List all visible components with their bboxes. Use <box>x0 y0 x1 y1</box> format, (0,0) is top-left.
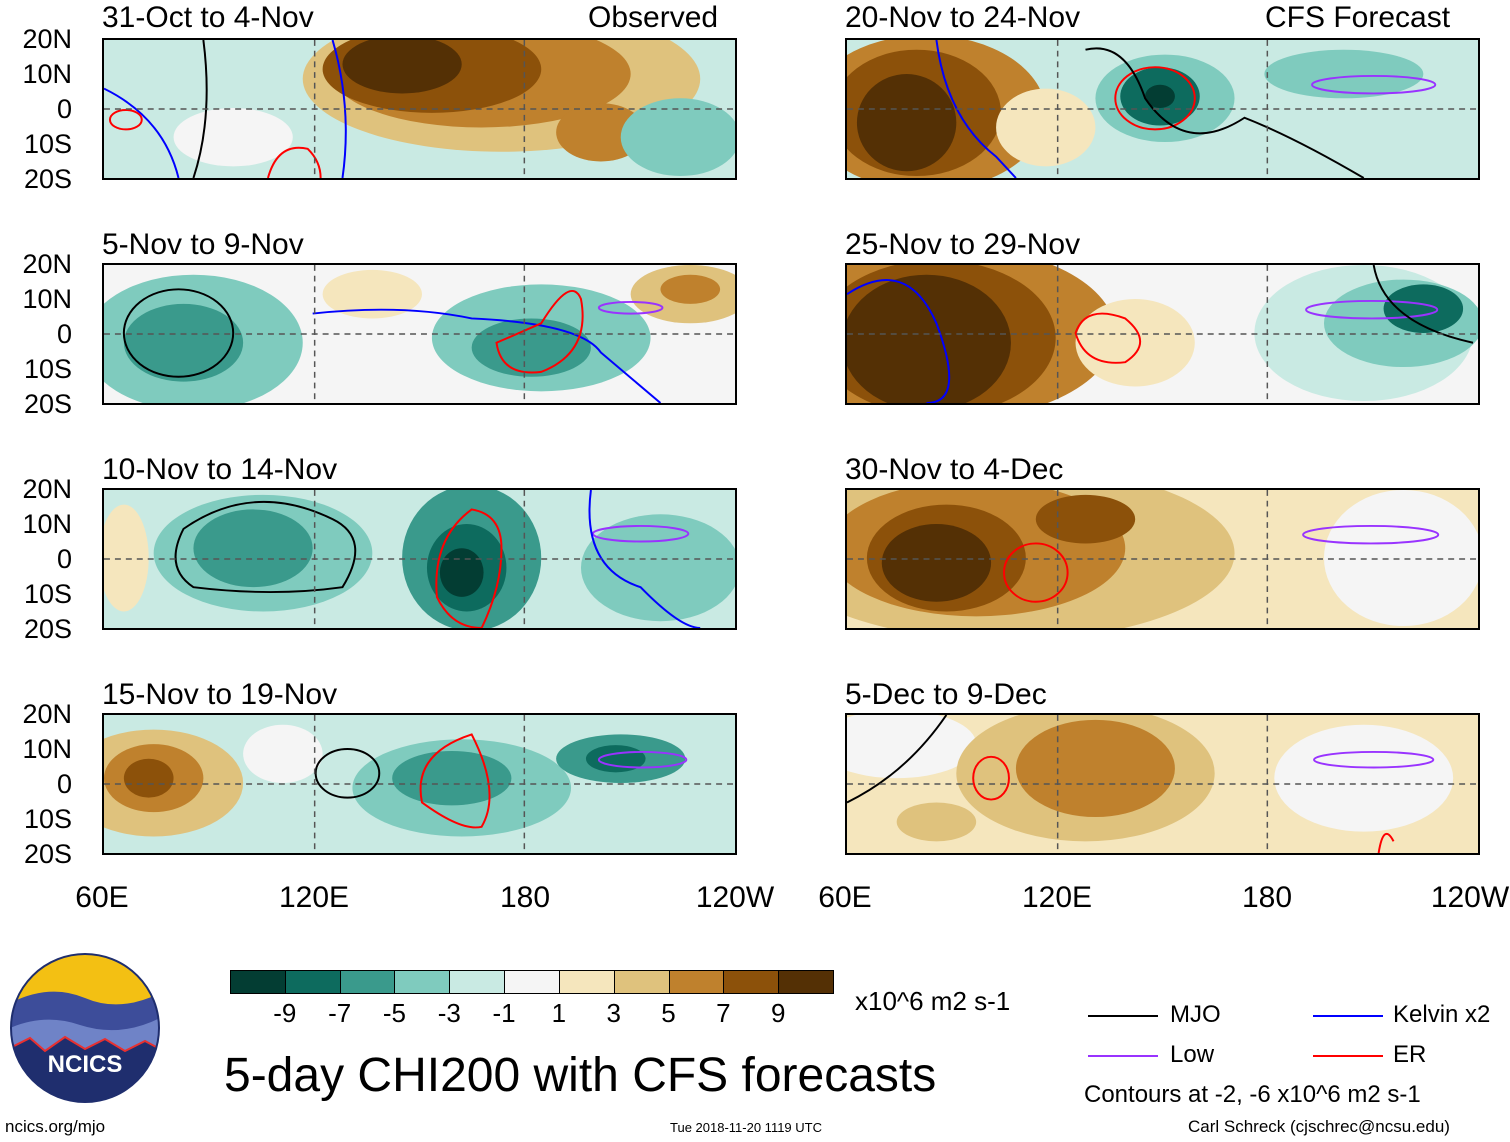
lon-tick: 120W <box>1430 881 1510 914</box>
legend-label-kelvin: Kelvin x2 <box>1393 1001 1491 1028</box>
colorbar-cell <box>339 970 396 994</box>
lat-tick: 10S <box>23 354 72 384</box>
legend-line-kelvin <box>1313 1015 1383 1017</box>
lat-tick: 20S <box>23 164 72 194</box>
lat-tick: 20N <box>22 474 72 504</box>
colorbar-label: -7 <box>328 998 352 1028</box>
contours-note: Contours at -2, -6 x10^6 m2 s-1 <box>1084 1081 1421 1108</box>
legend-label-er: ER <box>1393 1041 1427 1068</box>
lon-tick: 180 <box>1241 881 1293 914</box>
lat-tick: 0 <box>56 319 72 349</box>
lat-tick: 0 <box>56 94 72 124</box>
colorbar-cell <box>558 970 615 994</box>
lon-tick: 120E <box>1021 881 1093 914</box>
panel-title-fc-1: 20-Nov to 24-Nov <box>845 1 1081 34</box>
colorbar-label: 1 <box>551 998 567 1028</box>
colorbar-label: -9 <box>273 998 297 1028</box>
lat-tick: 10N <box>22 734 72 764</box>
lat-tick: 10S <box>23 129 72 159</box>
lat-tick: 10N <box>22 284 72 314</box>
map-svg <box>104 40 735 178</box>
colorbar-label: -1 <box>492 998 516 1028</box>
colorbar-label: 3 <box>606 998 621 1028</box>
lon-tick: 60E <box>818 881 872 914</box>
colorbar-cell <box>230 970 286 994</box>
map-svg <box>847 265 1478 403</box>
lat-tick: 20S <box>23 839 72 869</box>
footer-author: Carl Schreck (cjschrec@ncsu.edu) <box>1188 1117 1450 1136</box>
lat-tick: 10S <box>23 804 72 834</box>
units-label: x10^6 m2 s-1 <box>855 986 1011 1016</box>
legend-line-low <box>1088 1055 1158 1057</box>
map-svg <box>847 715 1478 853</box>
lat-tick: 0 <box>56 544 72 574</box>
panel-title-fc-3: 30-Nov to 4-Dec <box>845 453 1064 486</box>
map-panel-obs-2 <box>102 263 737 405</box>
forecast-label: CFS Forecast <box>1265 1 1451 34</box>
colorbar-label: 9 <box>770 998 786 1028</box>
lon-tick: 60E <box>75 881 129 914</box>
colorbar-cell <box>723 970 780 994</box>
colorbar-cell <box>504 970 560 994</box>
panel-title-fc-4: 5-Dec to 9-Dec <box>845 678 1047 711</box>
panel-title-fc-2: 25-Nov to 29-Nov <box>845 228 1081 261</box>
observed-label: Observed <box>588 1 719 34</box>
colorbar-cell <box>668 970 725 994</box>
colorbar-cell <box>449 970 506 994</box>
map-panel-fc-3 <box>845 488 1480 630</box>
ncics-logo: NCICS <box>10 953 160 1103</box>
map-svg <box>104 265 735 403</box>
lat-tick: 20S <box>23 389 72 419</box>
colorbar-label: -5 <box>382 998 407 1028</box>
panel-title-obs-3: 10-Nov to 14-Nov <box>102 453 338 486</box>
map-panel-fc-1 <box>845 38 1480 180</box>
lat-tick: 20N <box>22 24 72 54</box>
lon-tick: 120W <box>695 881 775 914</box>
lat-tick: 10S <box>23 579 72 609</box>
map-svg <box>104 490 735 628</box>
lat-tick: 10N <box>22 509 72 539</box>
map-panel-obs-3 <box>102 488 737 630</box>
map-panel-fc-4 <box>845 713 1480 855</box>
map-panel-fc-2 <box>845 263 1480 405</box>
legend-label-mjo: MJO <box>1170 1001 1221 1028</box>
legend-label-low: Low <box>1170 1041 1215 1068</box>
map-svg <box>847 40 1478 178</box>
lat-tick: 20N <box>22 249 72 279</box>
colorbar-label: 5 <box>661 998 676 1028</box>
map-svg <box>104 715 735 853</box>
lon-tick: 120E <box>278 881 350 914</box>
colorbar-label: -3 <box>437 998 461 1028</box>
footer-url[interactable]: ncics.org/mjo <box>5 1117 106 1136</box>
legend-line-er <box>1313 1055 1383 1057</box>
colorbar-cell <box>394 970 451 994</box>
footer-timestamp: Tue 2018-11-20 1119 UTC <box>670 1120 822 1135</box>
colorbar-cell <box>284 970 341 994</box>
panel-title-obs-2: 5-Nov to 9-Nov <box>102 228 304 261</box>
ncics-logo-graphic <box>10 953 160 1103</box>
lon-tick: 180 <box>499 881 551 914</box>
colorbar-cell <box>613 970 670 994</box>
colorbar-cell <box>778 970 834 994</box>
map-panel-obs-1 <box>102 38 737 180</box>
lat-tick: 20N <box>22 699 72 729</box>
lat-tick: 0 <box>56 769 72 799</box>
colorbar-label: 7 <box>716 998 731 1028</box>
panel-title-obs-4: 15-Nov to 19-Nov <box>102 678 338 711</box>
lat-tick: 10N <box>22 59 72 89</box>
legend-line-mjo <box>1088 1015 1158 1017</box>
logo-text: NCICS <box>47 1051 123 1078</box>
colorbar <box>230 970 834 994</box>
panel-title-obs-1: 31-Oct to 4-Nov <box>102 1 314 34</box>
chart-title: 5-day CHI200 with CFS forecasts <box>224 1049 937 1102</box>
map-svg <box>847 490 1478 628</box>
lat-tick: 20S <box>23 614 72 644</box>
map-panel-obs-4 <box>102 713 737 855</box>
